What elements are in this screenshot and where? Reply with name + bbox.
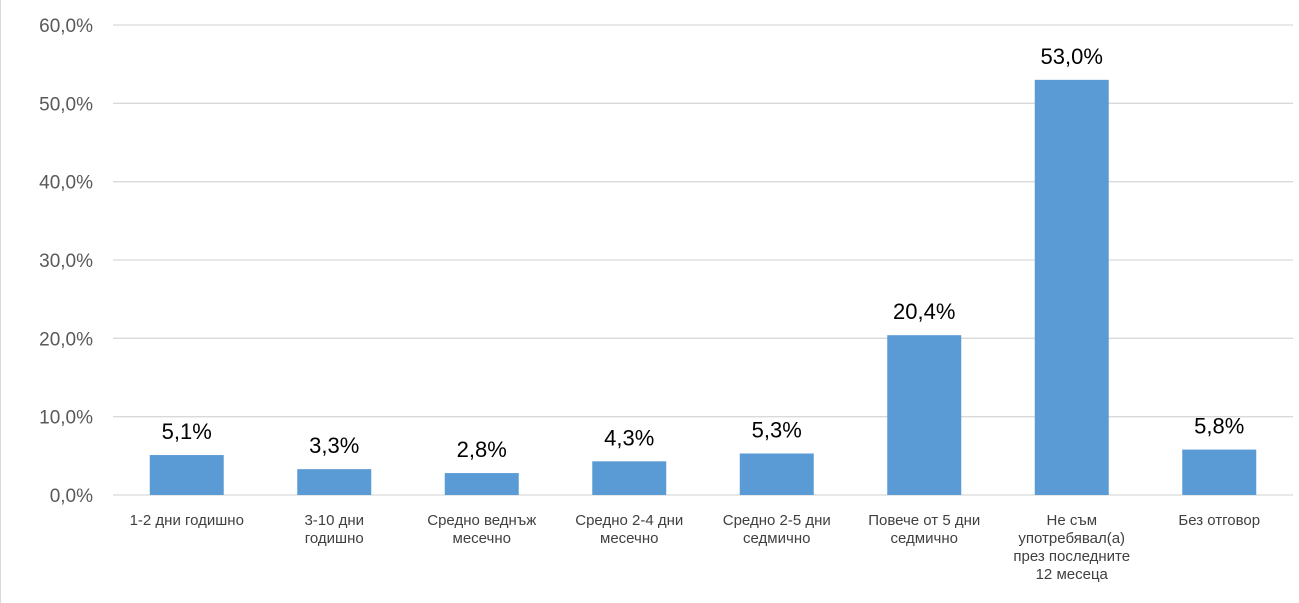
x-category-label: Без отговор	[1178, 512, 1260, 529]
y-tick-label: 0,0%	[50, 486, 93, 507]
y-tick-label: 40,0%	[39, 173, 93, 194]
bars	[149, 79, 1257, 495]
bar	[592, 461, 667, 495]
data-label: 2,8%	[457, 437, 507, 462]
data-label: 3,3%	[309, 433, 359, 458]
data-labels: 5,1% 3,3% 2,8% 4,3% 5,3% 20,4% 53,0% 5,8%	[162, 44, 1245, 462]
x-category-label: употребявал(а)	[1018, 530, 1125, 547]
y-tick-label: 30,0%	[39, 251, 93, 272]
bar	[297, 469, 372, 495]
data-label: 5,3%	[752, 417, 802, 442]
chart-frame-left-edge	[0, 0, 1, 603]
y-tick-label: 50,0%	[39, 94, 93, 115]
bar	[887, 335, 962, 495]
x-category-label: 12 месеца	[1036, 566, 1109, 583]
x-category-label: 1-2 дни годишно	[130, 512, 244, 529]
bar	[444, 473, 519, 495]
data-label: 5,8%	[1194, 414, 1244, 439]
bar	[739, 453, 814, 495]
x-category-label: Повече от 5 дни	[868, 512, 980, 529]
data-label: 5,1%	[162, 419, 212, 444]
data-label: 20,4%	[893, 299, 955, 324]
bar	[1034, 79, 1109, 495]
bar	[1182, 449, 1257, 495]
x-category-label: Не съм	[1046, 512, 1097, 529]
y-tick-label: 60,0%	[39, 16, 93, 37]
x-category-label: годишно	[305, 530, 364, 547]
x-category-label: през последните	[1013, 548, 1130, 565]
y-tick-label: 10,0%	[39, 408, 93, 429]
x-category-label: седмично	[743, 530, 810, 547]
x-category-label: седмично	[891, 530, 958, 547]
y-tick-label: 20,0%	[39, 329, 93, 350]
y-axis-tick-labels: 0,0% 10,0% 20,0% 30,0% 40,0% 50,0% 60,0%	[39, 16, 93, 507]
x-category-label: Средно 2-5 дни	[723, 512, 831, 529]
x-category-label: Средно 2-4 дни	[575, 512, 683, 529]
bar	[149, 455, 224, 495]
data-label: 53,0%	[1041, 44, 1103, 69]
data-label: 4,3%	[604, 425, 654, 450]
x-category-label: 3-10 дни	[304, 512, 364, 529]
x-category-label: месечно	[453, 530, 511, 547]
x-category-label: Средно веднъж	[427, 512, 536, 529]
gridlines	[113, 24, 1293, 496]
x-category-label: месечно	[600, 530, 658, 547]
